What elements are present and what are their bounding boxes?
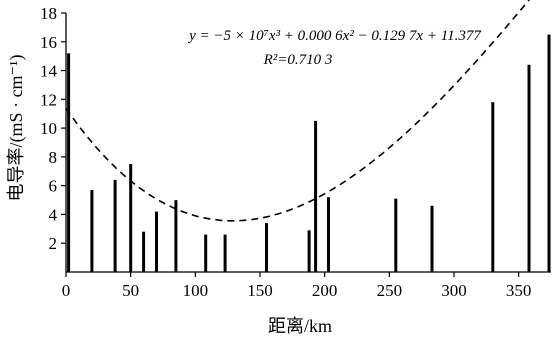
x-tick-label-200: 200	[312, 281, 338, 300]
x-axis-title: 距离/km	[268, 316, 332, 336]
bar-7	[204, 234, 208, 272]
bar-0	[67, 53, 71, 272]
x-ticks: 0 50 100 150 200 250 300 350	[62, 272, 532, 300]
x-tick-label-300: 300	[441, 281, 467, 300]
y-axis-title: 电导率/(mS · cm⁻¹)	[6, 55, 27, 202]
bar-10	[307, 230, 311, 272]
y-tick-label-8: 8	[49, 148, 58, 167]
bar-2	[113, 179, 117, 272]
bar-4	[142, 231, 146, 272]
x-tick-label-0: 0	[62, 281, 71, 300]
x-tick-label-150: 150	[247, 281, 273, 300]
bar-5	[155, 211, 158, 272]
bar-14	[430, 205, 434, 272]
y-tick-label-12: 12	[40, 90, 57, 109]
bar-6	[174, 200, 178, 272]
bar-1	[90, 190, 94, 272]
bar-16	[527, 64, 531, 272]
y-tick-label-10: 10	[40, 119, 57, 138]
trendline	[65, 0, 531, 222]
y-tick-label-6: 6	[49, 177, 58, 196]
bar-8	[223, 234, 227, 272]
bar-3	[129, 164, 133, 272]
y-tick-label-18: 18	[40, 4, 57, 23]
bars-layer	[67, 34, 551, 273]
y-tick-label-4: 4	[49, 205, 58, 224]
bar-12	[327, 197, 330, 272]
x-tick-label-100: 100	[183, 281, 209, 300]
x-tick-label-350: 350	[506, 281, 532, 300]
r-squared-label: R²=0.710 3	[263, 52, 333, 68]
y-ticks: 2 4 6 8 10 12 14 16 18	[40, 4, 66, 253]
trendline-equation: y = −5 × 10⁷x³ + 0.000 6x² − 0.129 7x + …	[187, 28, 482, 44]
y-tick-label-16: 16	[40, 33, 57, 52]
bar-9	[265, 223, 268, 272]
bar-11	[314, 120, 318, 273]
axes-layer	[65, 13, 551, 273]
x-tick-label-50: 50	[122, 281, 139, 300]
y-tick-label-14: 14	[40, 62, 58, 81]
bar-13	[394, 198, 398, 272]
x-tick-label-250: 250	[377, 281, 403, 300]
bar-17	[547, 34, 551, 272]
bar-15	[491, 102, 495, 272]
y-tick-label-2: 2	[49, 234, 58, 253]
